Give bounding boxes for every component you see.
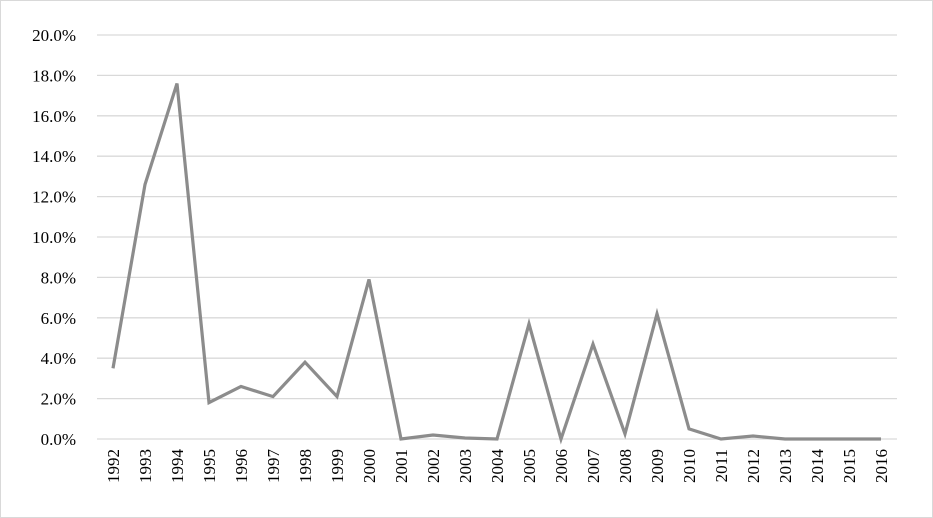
y-tick-label: 14.0% bbox=[32, 147, 76, 166]
x-tick-label: 1993 bbox=[136, 449, 155, 483]
x-tick-label: 2009 bbox=[648, 449, 667, 483]
y-tick-label: 2.0% bbox=[41, 390, 76, 409]
y-tick-label: 12.0% bbox=[32, 188, 76, 207]
y-tick-label: 10.0% bbox=[32, 228, 76, 247]
y-tick-label: 6.0% bbox=[41, 309, 76, 328]
x-tick-label: 1996 bbox=[232, 449, 251, 483]
y-tick-label: 4.0% bbox=[41, 349, 76, 368]
x-tick-label: 2013 bbox=[776, 449, 795, 483]
x-tick-label: 1998 bbox=[296, 449, 315, 483]
x-tick-label: 1995 bbox=[200, 449, 219, 483]
series-lines bbox=[111, 83, 881, 445]
x-tick-label: 2010 bbox=[680, 449, 699, 483]
x-tick-label: 2006 bbox=[552, 449, 571, 483]
y-tick-label: 16.0% bbox=[32, 107, 76, 126]
x-tick-label: 2004 bbox=[488, 449, 507, 484]
y-tick-label: 0.0% bbox=[41, 430, 76, 449]
x-tick-label: 2011 bbox=[712, 449, 731, 482]
x-tick-label: 1994 bbox=[168, 449, 187, 484]
x-tick-label: 2012 bbox=[744, 449, 763, 483]
x-tick-label: 2007 bbox=[584, 449, 603, 484]
y-tick-label: 8.0% bbox=[41, 268, 76, 287]
x-tick-label: 2001 bbox=[392, 449, 411, 483]
x-axis-tick-labels: 1992 1993 1994 1995 1996 1997 1998 1999 2000 2001… bbox=[104, 449, 891, 484]
series-line-0 bbox=[111, 83, 881, 445]
x-tick-label: 2014 bbox=[808, 449, 827, 484]
x-tick-label: 2005 bbox=[520, 449, 539, 483]
gridlines bbox=[97, 34, 897, 440]
x-tick-label: 1992 bbox=[104, 449, 123, 483]
x-tick-label: 2000 bbox=[360, 449, 379, 483]
y-tick-label: 18.0% bbox=[32, 66, 76, 85]
y-axis-tick-labels: 0.0% 2.0% 4.0% 6.0% 8.0% 10.0% 12.0% 14.0% 16.0%… bbox=[32, 26, 76, 449]
x-tick-label: 1997 bbox=[264, 449, 283, 484]
x-tick-label: 2016 bbox=[872, 449, 891, 483]
x-tick-label: 2002 bbox=[424, 449, 443, 483]
x-tick-label: 2003 bbox=[456, 449, 475, 483]
x-tick-label: 1999 bbox=[328, 449, 347, 483]
y-tick-label: 20.0% bbox=[32, 26, 76, 45]
x-tick-label: 2015 bbox=[840, 449, 859, 483]
x-tick-label: 2008 bbox=[616, 449, 635, 483]
